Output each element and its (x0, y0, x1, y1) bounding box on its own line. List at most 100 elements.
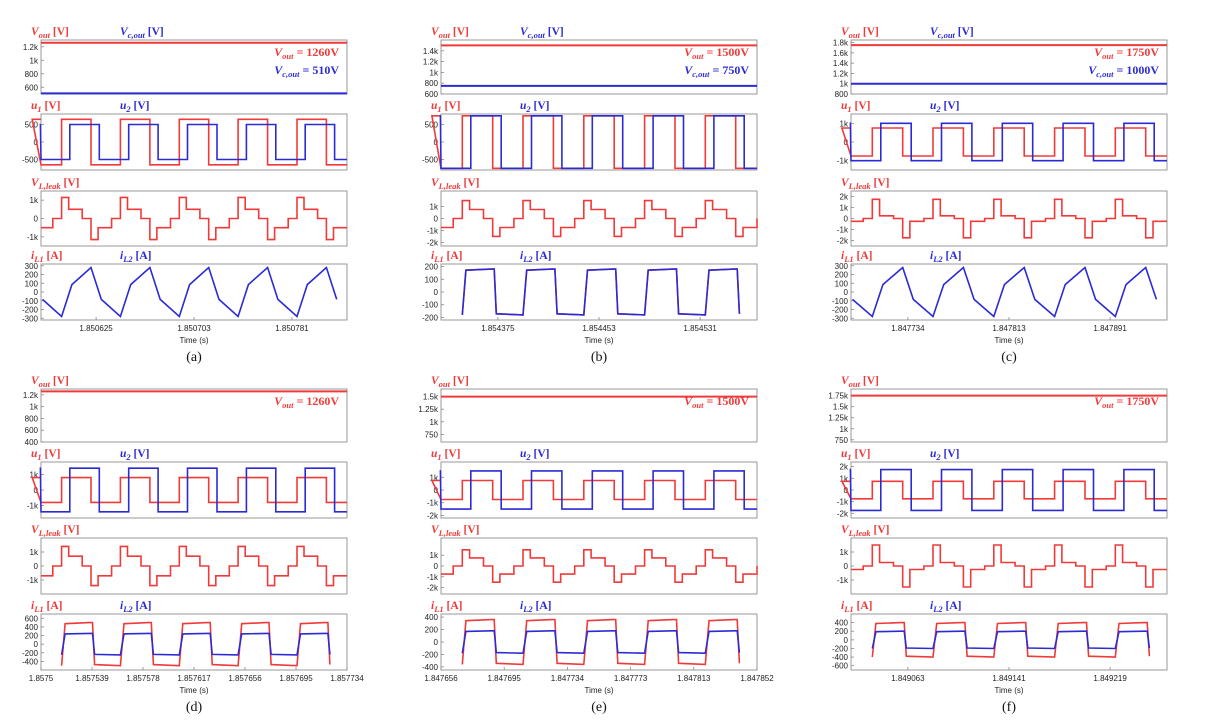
y-tick-label: 600 (25, 83, 39, 92)
series-VL-leak (441, 199, 758, 238)
y-tick-label: 200 (835, 271, 849, 280)
x-tick-label: 1.857734 (330, 674, 364, 683)
y-tick-label: -500 (22, 156, 39, 165)
y-tick-label: -1k (27, 233, 39, 242)
y-tick-label: 1.4k (833, 59, 849, 68)
y-tick-label: 800 (25, 70, 39, 79)
series-u2 (39, 123, 347, 161)
x-tick-label: 1.847695 (488, 674, 522, 683)
y-tick-label: -1k (27, 576, 39, 585)
x-axis-title: Time (s) (994, 686, 1023, 695)
y-tick-label: -200 (422, 650, 439, 659)
y-tick-label: 800 (425, 79, 439, 88)
signal-label: VL,leak [V] (431, 177, 479, 191)
y-tick-label: 1k (840, 425, 849, 434)
y-tick-label: 100 (425, 275, 439, 284)
y-tick-label: 0 (434, 562, 439, 571)
y-tick-label: 0 (434, 288, 439, 297)
signal-label: iL2 [A] (930, 250, 962, 264)
plot-frame (40, 388, 348, 443)
x-tick-label: 1.857656 (228, 674, 262, 683)
x-tick-label: 1.847734 (891, 324, 925, 333)
y-tick-label: 1k (430, 68, 439, 77)
plot-frame (440, 113, 758, 171)
y-tick-label: 300 (835, 262, 849, 271)
y-tick-label: 0 (844, 562, 849, 571)
signal-label: Vout [V] (431, 375, 469, 389)
signal-label: Vout [V] (431, 26, 469, 40)
signal-label: iL1 [A] (31, 600, 63, 614)
value-annotation: Vout = 1260V (274, 45, 339, 61)
plot-c-3: VL,leak [V] 2k 1k 0 -1k -2k (837, 177, 1168, 247)
x-tick-label: 1.854531 (683, 324, 717, 333)
y-tick-label: 0 (34, 288, 39, 297)
signal-label: u1 [V] (31, 448, 61, 462)
x-axis-title: Time (s) (584, 686, 613, 695)
y-tick-label: 300 (25, 262, 39, 271)
x-tick-label: 1.847813 (992, 324, 1026, 333)
value-annotation: Vout = 1260V (274, 394, 339, 410)
y-tick-label: 400 (25, 438, 39, 447)
y-tick-label: -100 (832, 297, 849, 306)
plot-a-1: Vout [V] Vc,out [V] 1.2k 1k 800 600 Vout = 126… (23, 26, 348, 95)
series-u2 (439, 470, 757, 510)
y-tick-label: 2k (840, 193, 849, 202)
y-tick-label: -2k (427, 511, 439, 520)
signal-label: iL2 [A] (120, 250, 152, 264)
y-tick-label: 0 (434, 215, 439, 224)
plot-frame (40, 113, 348, 171)
plot-frame (440, 388, 758, 443)
x-tick-label: 1.849141 (992, 674, 1026, 683)
signal-label: Vout [V] (841, 375, 879, 389)
y-tick-label: -1k (27, 502, 39, 511)
signal-label: iL2 [A] (930, 600, 962, 614)
y-tick-label: 1k (30, 196, 39, 205)
series-u2 (849, 122, 1167, 162)
y-tick-label: -500 (422, 156, 439, 165)
signal-label: VL,leak [V] (31, 177, 79, 191)
plot-frame (850, 461, 1168, 519)
x-tick-label: 1.847773 (614, 674, 648, 683)
signal-label: iL2 [A] (120, 600, 152, 614)
series-iL2 (851, 266, 1158, 318)
y-tick-label: 1k (430, 418, 439, 427)
y-tick-label: 1k (840, 474, 849, 483)
y-tick-label: 0 (844, 215, 849, 224)
y-tick-label: 1.25k (418, 405, 439, 414)
x-tick-label: 1.847813 (677, 674, 711, 683)
series-VL-leak (441, 548, 758, 584)
plot-f-3: VL,leak [V] 1k 0 -1k (837, 524, 1168, 595)
series-iL2 (871, 630, 1151, 650)
plot-e-4: iL1 [A] iL2 [A] 400 200 0 -200 -400 1.847656 1.8… (422, 600, 774, 715)
signal-label: iL1 [A] (431, 250, 463, 264)
series-u1 (430, 115, 757, 170)
y-tick-label: 400 (25, 623, 39, 632)
series-iL2 (461, 268, 741, 316)
plot-frame (850, 263, 1168, 321)
chart-a: Vout [V] Vc,out [V] 1.2k 1k 800 600 Vout = 126… (22, 26, 348, 365)
y-tick-label: -300 (22, 314, 39, 323)
signal-label: iL2 [A] (520, 600, 552, 614)
y-tick-label: 1.5k (833, 403, 849, 412)
signal-label: VL,leak [V] (841, 524, 889, 538)
value-annotation: Vout = 1500V (684, 394, 749, 410)
y-tick-label: 400 (835, 619, 849, 628)
y-tick-label: -1k (427, 499, 439, 508)
series-u1 (31, 476, 347, 504)
series-VL-leak (851, 198, 1167, 239)
y-tick-label: 1.2k (423, 58, 439, 67)
y-tick-label: 0 (34, 640, 39, 649)
y-tick-label: -1k (837, 157, 849, 166)
y-tick-label: 0 (844, 288, 849, 297)
x-axis-title: Time (s) (179, 686, 208, 695)
value-annotation: Vout = 1500V (684, 45, 749, 61)
x-tick-label: 1.850625 (79, 324, 113, 333)
y-tick-label: 1.8k (833, 39, 849, 48)
y-tick-label: 1k (430, 473, 439, 482)
value-annotation: Vout = 1750V (1094, 45, 1159, 61)
subfigure-caption: (f) (1002, 700, 1016, 715)
x-tick-label: 1.857617 (177, 674, 211, 683)
